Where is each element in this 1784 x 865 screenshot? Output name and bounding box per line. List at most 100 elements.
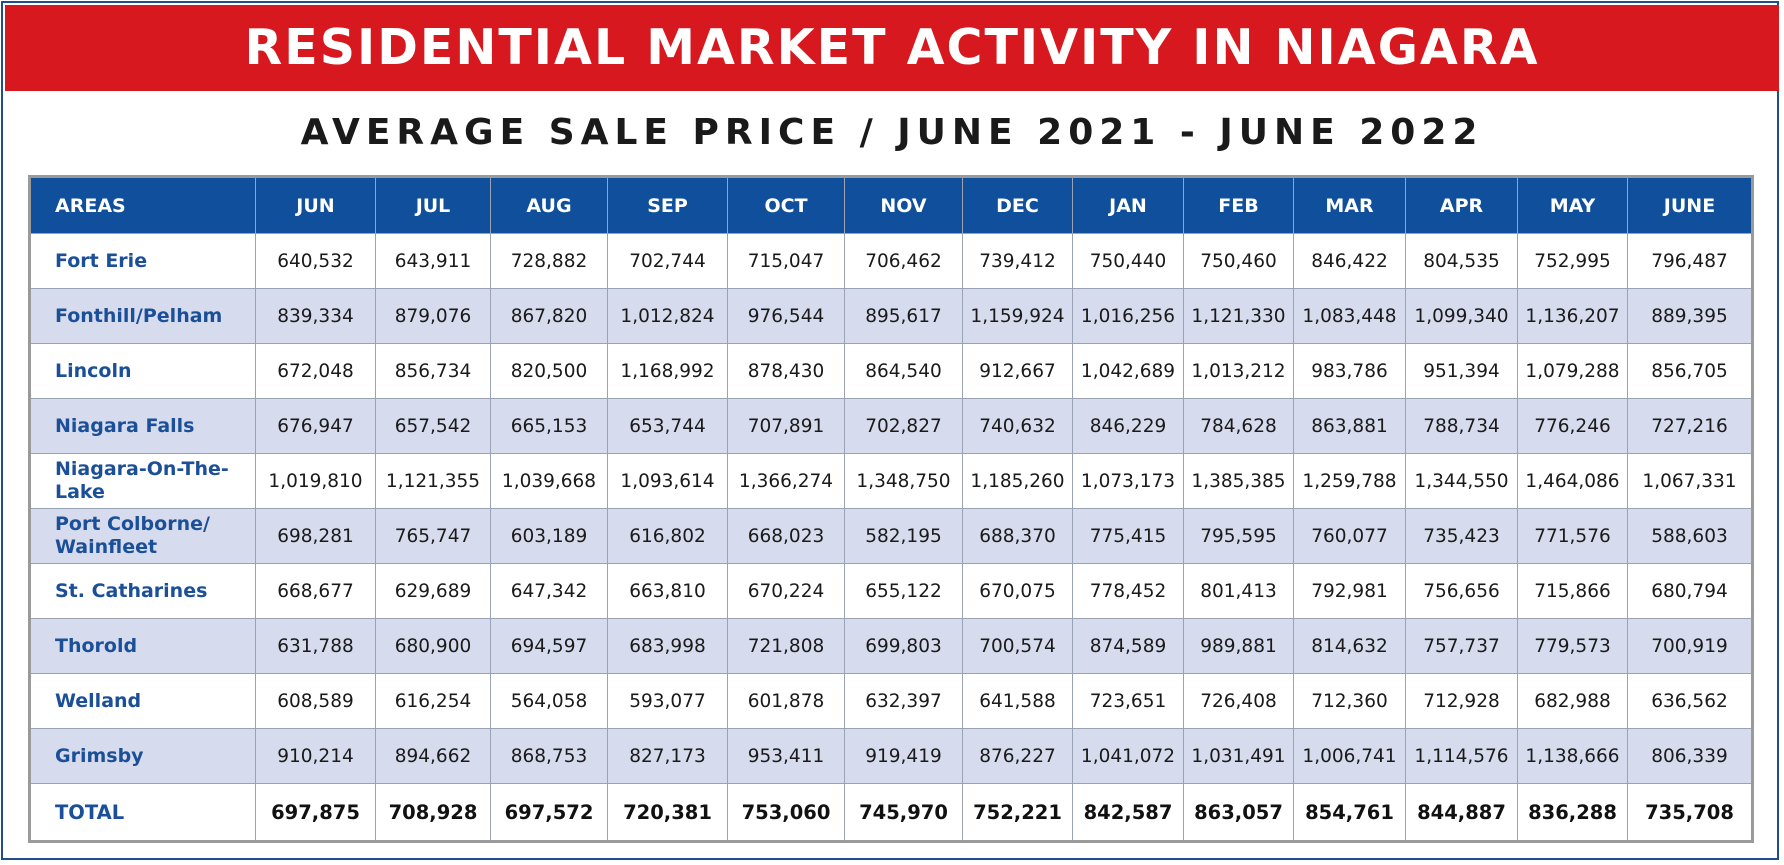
price-cell: 702,827 [844, 398, 963, 454]
price-cell: 1,114,576 [1405, 728, 1518, 784]
price-cell: 657,542 [375, 398, 491, 454]
price-cell: 839,334 [255, 288, 376, 344]
price-cell: 846,422 [1293, 233, 1406, 289]
price-cell: 721,808 [727, 618, 845, 674]
column-header-jul: JUL [375, 176, 491, 234]
price-cell: 601,878 [727, 673, 845, 729]
table-row: Niagara-On-The-Lake 1,019,810 1,121,355 1,0… [29, 453, 1753, 509]
price-cell: 814,632 [1293, 618, 1406, 674]
price-cell: 683,998 [607, 618, 728, 674]
price-cell: 726,408 [1183, 673, 1294, 729]
area-name: Fort Erie [29, 233, 256, 289]
price-cell: 827,173 [607, 728, 728, 784]
price-cell: 760,077 [1293, 508, 1406, 564]
price-cell: 1,019,810 [255, 453, 376, 509]
price-cell: 694,597 [490, 618, 608, 674]
column-header-jan: JAN [1072, 176, 1184, 234]
table-row: Lincoln 672,048 856,734 820,500 1,168,992 878… [29, 343, 1753, 399]
price-cell: 1,042,689 [1072, 343, 1184, 399]
price-cell: 608,589 [255, 673, 376, 729]
table-row: Grimsby 910,214 894,662 868,753 827,173 953,4… [29, 728, 1753, 784]
price-cell: 603,189 [490, 508, 608, 564]
total-label: TOTAL [29, 783, 256, 842]
price-cell: 653,744 [607, 398, 728, 454]
table-header-row: AREAS JUN JUL AUG SEP OCT NOV DEC JAN FEB MAR APR MA… [29, 176, 1753, 234]
price-cell: 1,385,385 [1183, 453, 1294, 509]
price-cell: 735,423 [1405, 508, 1518, 564]
column-header-feb: FEB [1183, 176, 1294, 234]
area-name: Thorold [29, 618, 256, 674]
price-cell: 1,344,550 [1405, 453, 1518, 509]
price-cell: 1,073,173 [1072, 453, 1184, 509]
price-cell: 715,866 [1517, 563, 1628, 619]
price-cell: 788,734 [1405, 398, 1518, 454]
table-row: Port Colborne/ Wainfleet 698,281 765,747 60… [29, 508, 1753, 564]
price-cell: 1,079,288 [1517, 343, 1628, 399]
price-cell: 1,185,260 [962, 453, 1073, 509]
price-cell: 912,667 [962, 343, 1073, 399]
price-cell: 636,562 [1627, 673, 1753, 729]
total-cell: 863,057 [1183, 783, 1294, 842]
table-row: Thorold 631,788 680,900 694,597 683,998 721,8… [29, 618, 1753, 674]
total-cell: 697,875 [255, 783, 376, 842]
table-row: Fonthill/Pelham 839,334 879,076 867,820 1,01… [29, 288, 1753, 344]
column-header-areas: AREAS [29, 176, 256, 234]
price-cell: 707,891 [727, 398, 845, 454]
page-title: RESIDENTIAL MARKET ACTIVITY IN NIAGARA [5, 5, 1779, 91]
price-cell: 1,041,072 [1072, 728, 1184, 784]
price-cell: 1,012,824 [607, 288, 728, 344]
column-header-oct: OCT [727, 176, 845, 234]
price-cell: 641,588 [962, 673, 1073, 729]
price-cell: 1,099,340 [1405, 288, 1518, 344]
price-cell: 757,737 [1405, 618, 1518, 674]
area-name: Grimsby [29, 728, 256, 784]
price-cell: 1,016,256 [1072, 288, 1184, 344]
price-cell: 616,254 [375, 673, 491, 729]
total-cell: 735,708 [1627, 783, 1753, 842]
price-cell: 1,121,330 [1183, 288, 1294, 344]
price-cell: 775,415 [1072, 508, 1184, 564]
price-cell: 1,093,614 [607, 453, 728, 509]
price-cell: 740,632 [962, 398, 1073, 454]
price-cell: 752,995 [1517, 233, 1628, 289]
price-cell: 1,013,212 [1183, 343, 1294, 399]
price-cell: 698,281 [255, 508, 376, 564]
total-cell: 752,221 [962, 783, 1073, 842]
price-cell: 668,023 [727, 508, 845, 564]
price-cell: 776,246 [1517, 398, 1628, 454]
price-cell: 778,452 [1072, 563, 1184, 619]
column-header-sep: SEP [607, 176, 728, 234]
total-cell: 854,761 [1293, 783, 1406, 842]
price-cell: 868,753 [490, 728, 608, 784]
price-cell: 582,195 [844, 508, 963, 564]
price-cell: 647,342 [490, 563, 608, 619]
price-cell: 1,464,086 [1517, 453, 1628, 509]
area-name: St. Catharines [29, 563, 256, 619]
price-cell: 801,413 [1183, 563, 1294, 619]
price-cell: 867,820 [490, 288, 608, 344]
column-header-aug: AUG [490, 176, 608, 234]
price-cell: 643,911 [375, 233, 491, 289]
price-cell: 682,988 [1517, 673, 1628, 729]
price-cell: 655,122 [844, 563, 963, 619]
price-cell: 680,794 [1627, 563, 1753, 619]
price-cell: 889,395 [1627, 288, 1753, 344]
price-cell: 1,067,331 [1627, 453, 1753, 509]
price-cell: 919,419 [844, 728, 963, 784]
price-cell: 792,981 [1293, 563, 1406, 619]
total-row: TOTAL 697,875 708,928 697,572 720,381 753,060… [29, 783, 1753, 842]
price-cell: 1,259,788 [1293, 453, 1406, 509]
price-cell: 631,788 [255, 618, 376, 674]
price-cell: 856,705 [1627, 343, 1753, 399]
column-header-nov: NOV [844, 176, 963, 234]
price-cell: 806,339 [1627, 728, 1753, 784]
price-cell: 910,214 [255, 728, 376, 784]
total-cell: 844,887 [1405, 783, 1518, 842]
price-cell: 863,881 [1293, 398, 1406, 454]
price-cell: 796,487 [1627, 233, 1753, 289]
price-cell: 1,039,668 [490, 453, 608, 509]
price-cell: 680,900 [375, 618, 491, 674]
price-cell: 723,651 [1072, 673, 1184, 729]
price-cell: 588,603 [1627, 508, 1753, 564]
price-cell: 663,810 [607, 563, 728, 619]
